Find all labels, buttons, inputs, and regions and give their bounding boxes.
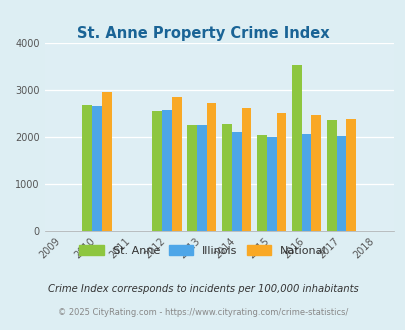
Bar [82, 106, 92, 231]
Bar [206, 103, 216, 231]
Bar [311, 115, 320, 231]
Bar [291, 65, 301, 231]
Bar [336, 136, 345, 231]
Bar [102, 92, 111, 231]
Bar [231, 132, 241, 231]
Bar [345, 118, 355, 231]
Bar [326, 120, 336, 231]
Legend: St. Anne, Illinois, National: St. Anne, Illinois, National [75, 240, 330, 260]
Bar [187, 125, 196, 231]
Bar [92, 106, 102, 231]
Bar [171, 96, 181, 231]
Text: St. Anne Property Crime Index: St. Anne Property Crime Index [77, 26, 328, 41]
Bar [152, 111, 162, 231]
Text: © 2025 CityRating.com - https://www.cityrating.com/crime-statistics/: © 2025 CityRating.com - https://www.city… [58, 308, 347, 317]
Bar [241, 108, 251, 231]
Bar [162, 110, 171, 231]
Bar [301, 134, 311, 231]
Bar [266, 137, 276, 231]
Bar [276, 113, 286, 231]
Text: Crime Index corresponds to incidents per 100,000 inhabitants: Crime Index corresponds to incidents per… [47, 284, 358, 294]
Bar [196, 125, 206, 231]
Bar [222, 124, 231, 231]
Bar [256, 135, 266, 231]
